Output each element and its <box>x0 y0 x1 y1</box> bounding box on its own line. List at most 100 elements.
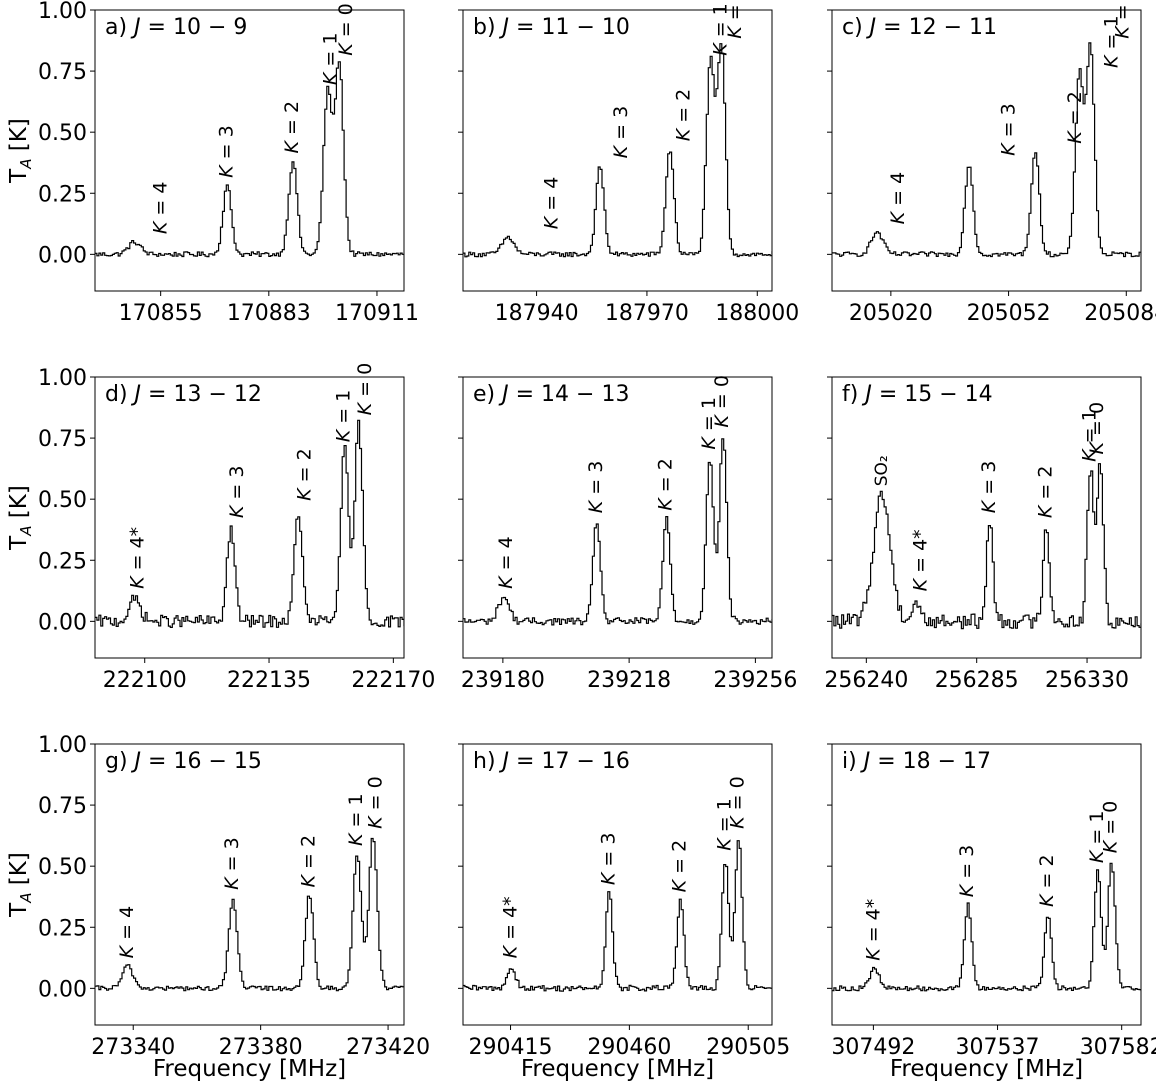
k-label: K = 0 <box>335 3 357 56</box>
y-tick-label: 0.75 <box>38 794 87 819</box>
x-tick-label: 256285 <box>935 668 1019 693</box>
y-tick-label: 0.00 <box>38 977 87 1002</box>
k-label: K = 4 <box>887 172 909 225</box>
axes-frame <box>462 743 773 1026</box>
x-tick-label: 222100 <box>103 668 187 693</box>
k-label: K = 1 <box>333 390 355 443</box>
k-label: K = 1 <box>698 397 720 450</box>
x-tick-label: 239180 <box>461 668 545 693</box>
y-tick-label: 0.50 <box>38 855 87 880</box>
y-tick-label: 0.00 <box>38 610 87 635</box>
x-axis-title: Frequency [MHz] <box>521 1056 714 1082</box>
x-tick-label: 290415 <box>469 1035 553 1060</box>
axes-frame <box>94 9 405 292</box>
spectrum-line <box>463 43 772 258</box>
x-tick-label: 222135 <box>227 668 311 693</box>
panel-label: i) J = 18 − 17 <box>842 749 991 774</box>
x-tick-label: 170855 <box>119 301 203 326</box>
x-tick-label: 239218 <box>587 668 671 693</box>
x-tick-label: 273420 <box>346 1035 430 1060</box>
k-label: K = 4* <box>500 896 522 958</box>
spectrum-line <box>832 463 1141 630</box>
k-label: K = 3 <box>610 106 632 159</box>
k-label: K = 1 <box>1086 811 1108 864</box>
k-label: K = 2 <box>281 101 303 154</box>
spectrum-line <box>463 438 772 626</box>
k-label: K = 2 <box>1064 91 1086 144</box>
panel-label: c) J = 12 − 11 <box>842 15 997 40</box>
k-label: K = 2 <box>655 458 677 511</box>
axes-frame <box>94 376 405 659</box>
panel-label: f) J = 15 − 14 <box>842 382 993 407</box>
y-tick-label: 0.75 <box>38 60 87 85</box>
x-tick-label: 273340 <box>91 1035 175 1060</box>
y-tick-label: 1.00 <box>38 366 87 391</box>
x-tick-label: 205084 <box>1084 301 1156 326</box>
x-tick-label: 205052 <box>967 301 1051 326</box>
k-label: K = 3 <box>597 833 619 886</box>
k-label: K = 0 <box>1086 402 1108 455</box>
k-label: K = 1 <box>714 798 736 851</box>
panel-label: g) J = 16 − 15 <box>105 749 262 774</box>
x-tick-label: 170883 <box>227 301 311 326</box>
k-label: K = 2 <box>294 448 316 501</box>
axes-frame <box>94 743 405 1026</box>
k-label: K = 4 <box>116 906 138 959</box>
y-tick-label: 0.50 <box>38 121 87 146</box>
k-label: K = 0 <box>724 0 746 39</box>
k-label: K = 4* <box>909 529 931 591</box>
k-label: K = 3 <box>221 837 243 890</box>
y-tick-label: 0.00 <box>38 243 87 268</box>
x-tick-label: 222170 <box>351 668 435 693</box>
panel-label: h) J = 17 − 16 <box>473 749 630 774</box>
k-label: K = 0 <box>727 776 749 829</box>
k-label: K = 3 <box>956 845 978 898</box>
axes-frame <box>462 376 773 659</box>
x-tick-label: 290505 <box>706 1035 790 1060</box>
axes-frame <box>831 376 1142 659</box>
k-label: K = 0 <box>1100 801 1122 854</box>
k-label: K = 4 <box>150 182 172 235</box>
k-label: K = 4 <box>540 177 562 230</box>
k-label: K = 3 <box>998 103 1020 156</box>
panel-e: 239180 239218 239256 e) J = 14 − 13 K = 4 K =… <box>458 375 797 693</box>
y-tick-label: 0.25 <box>38 916 87 941</box>
axes-frame <box>831 743 1142 1026</box>
x-tick-label: 187940 <box>495 301 579 326</box>
panel-d: 0.00 0.25 0.50 0.75 1.00 222100 222135 222170 d)… <box>38 363 435 693</box>
k-label: K = 1 <box>1101 15 1123 68</box>
k-label: K = 0 <box>1112 0 1134 39</box>
panel-label: e) J = 14 − 13 <box>473 382 629 407</box>
spectrum-line <box>95 837 404 992</box>
k-label: K = 2 <box>669 840 691 893</box>
k-label: K = 1 <box>710 3 732 56</box>
x-tick-label: 290460 <box>587 1035 671 1060</box>
y-tick-label: 1.00 <box>38 0 87 24</box>
k-label: K = 1 <box>345 793 367 846</box>
k-label: K = 2 <box>673 89 695 142</box>
y-axis-title: TA [K] <box>6 852 35 918</box>
panel-i: 307492 307537 307582 i) J = 18 − 17 K = 4* K … <box>827 743 1156 1060</box>
k-label: K = 1 <box>320 33 342 86</box>
panel-label: d) J = 13 − 12 <box>105 382 262 407</box>
k-label: K = 4* <box>862 899 884 961</box>
k-label: K = 3 <box>585 461 607 514</box>
x-tick-label: 205020 <box>849 301 933 326</box>
x-tick-label: 307582 <box>1080 1035 1156 1060</box>
k-label: K = 3 <box>215 125 237 178</box>
y-tick-label: 0.75 <box>38 427 87 452</box>
k-label: K = 0 <box>364 776 386 829</box>
panel-label: b) J = 11 − 10 <box>473 15 630 40</box>
k-label: K = 4* <box>127 527 149 589</box>
k-label: K = 0 <box>354 363 376 416</box>
x-tick-label: 239256 <box>713 668 797 693</box>
k-label: K = 0 <box>711 375 733 428</box>
x-tick-label: 188000 <box>715 301 799 326</box>
x-axis-title: Frequency [MHz] <box>153 1056 346 1082</box>
panel-f: 256240 256285 256330 f) J = 15 − 14 SO₂ K = 4… <box>824 376 1142 693</box>
species-label: SO₂ <box>872 455 892 486</box>
y-tick-label: 0.50 <box>38 488 87 513</box>
x-axis-title: Frequency [MHz] <box>890 1056 1083 1082</box>
x-tick-label: 170911 <box>335 301 419 326</box>
